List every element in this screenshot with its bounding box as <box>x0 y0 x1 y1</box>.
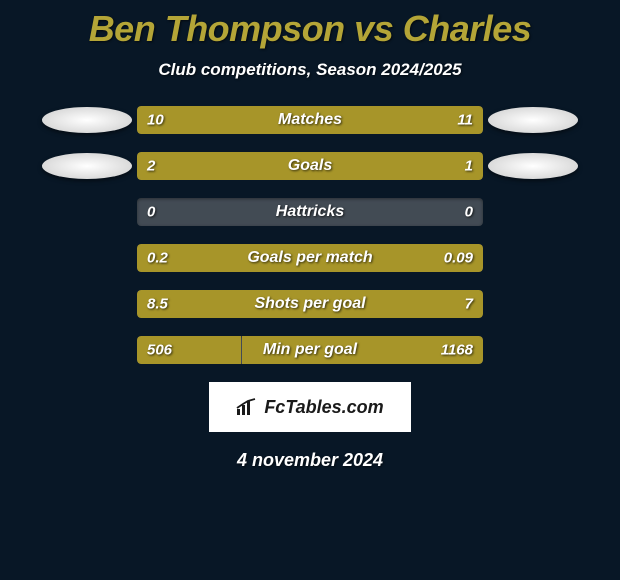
stat-value-left: 506 <box>147 342 172 359</box>
stat-value-right: 0.09 <box>444 250 473 267</box>
stat-value-left: 8.5 <box>147 296 168 313</box>
player-left-avatar <box>37 152 137 180</box>
player-right-avatar <box>483 152 583 180</box>
stat-row: 0 0 Hattricks <box>0 198 620 226</box>
stat-bar: 506 1168 Min per goal <box>137 336 483 364</box>
stat-value-right: 0 <box>465 204 473 221</box>
avatar-placeholder-icon <box>42 107 132 133</box>
stat-value-right: 1 <box>465 158 473 175</box>
stat-label: Min per goal <box>263 341 357 359</box>
stat-value-left: 0.2 <box>147 250 168 267</box>
comparison-date: 4 november 2024 <box>0 450 620 471</box>
stat-row: 506 1168 Min per goal <box>0 336 620 364</box>
stat-bar: 2 1 Goals <box>137 152 483 180</box>
stat-bar: 0 0 Hattricks <box>137 198 483 226</box>
comparison-rows: 10 11 Matches 2 1 Goals 0 0 Hattricks 0.2 0.09 Goal… <box>0 106 620 364</box>
player-right-avatar <box>483 106 583 134</box>
stat-value-left: 2 <box>147 158 155 175</box>
stat-value-right: 11 <box>457 112 473 129</box>
stat-value-right: 7 <box>465 296 473 313</box>
stat-row: 10 11 Matches <box>0 106 620 134</box>
stat-bar: 8.5 7 Shots per goal <box>137 290 483 318</box>
stat-label: Goals per match <box>247 249 372 267</box>
stat-label: Matches <box>278 111 342 129</box>
fctables-logo: FcTables.com <box>209 382 411 432</box>
comparison-subtitle: Club competitions, Season 2024/2025 <box>0 60 620 80</box>
avatar-placeholder-icon <box>488 107 578 133</box>
comparison-title: Ben Thompson vs Charles <box>0 0 620 50</box>
stat-value-right: 1168 <box>441 342 473 359</box>
player-left-avatar <box>37 106 137 134</box>
stat-label: Hattricks <box>276 203 344 221</box>
stat-bar: 0.2 0.09 Goals per match <box>137 244 483 272</box>
avatar-placeholder-icon <box>488 153 578 179</box>
stat-label: Goals <box>288 157 332 175</box>
stat-label: Shots per goal <box>254 295 365 313</box>
stat-row: 0.2 0.09 Goals per match <box>0 244 620 272</box>
chart-icon <box>236 398 258 416</box>
avatar-placeholder-icon <box>42 153 132 179</box>
stat-bar: 10 11 Matches <box>137 106 483 134</box>
stat-row: 2 1 Goals <box>0 152 620 180</box>
stat-value-left: 10 <box>147 112 164 129</box>
logo-text: FcTables.com <box>264 397 383 418</box>
stat-row: 8.5 7 Shots per goal <box>0 290 620 318</box>
logo-container: FcTables.com <box>0 382 620 432</box>
stat-value-left: 0 <box>147 204 155 221</box>
